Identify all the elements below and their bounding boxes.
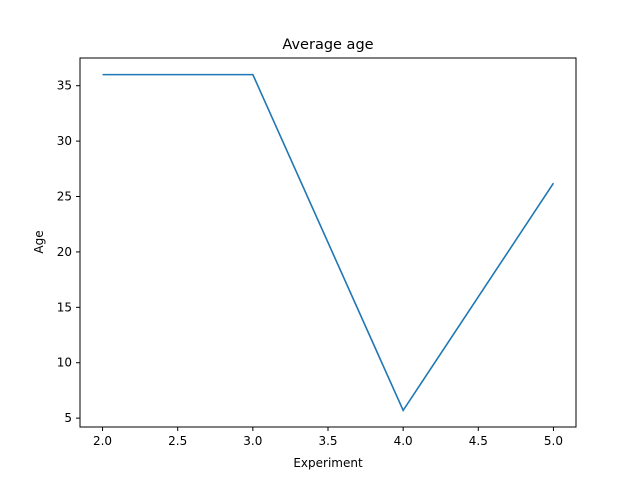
y-tick-label: 5 [64, 411, 72, 425]
x-tick-label: 2.5 [168, 434, 187, 448]
series-line [102, 73, 555, 413]
series-layer [102, 73, 555, 413]
y-tick-label: 20 [57, 245, 72, 259]
x-axis-label: Experiment [293, 456, 363, 470]
x-tick-label: 4.0 [394, 434, 413, 448]
x-tick-label: 3.0 [243, 434, 262, 448]
y-axis-label: Age [32, 230, 46, 253]
y-axis: 5 10 15 20 25 30 35 [57, 79, 80, 425]
y-tick-label: 25 [57, 190, 72, 204]
x-tick-label: 5.0 [544, 434, 563, 448]
x-axis: 2.0 2.5 3.0 3.5 4.0 4.5 5.0 [93, 427, 563, 448]
y-tick-label: 15 [57, 300, 72, 314]
x-tick-label: 2.0 [93, 434, 112, 448]
y-tick-label: 35 [57, 79, 72, 93]
y-tick-label: 10 [57, 356, 72, 370]
chart-title: Average age [282, 37, 373, 53]
x-tick-label: 4.5 [469, 434, 488, 448]
x-tick-label: 3.5 [318, 434, 337, 448]
y-tick-label: 30 [57, 134, 72, 148]
